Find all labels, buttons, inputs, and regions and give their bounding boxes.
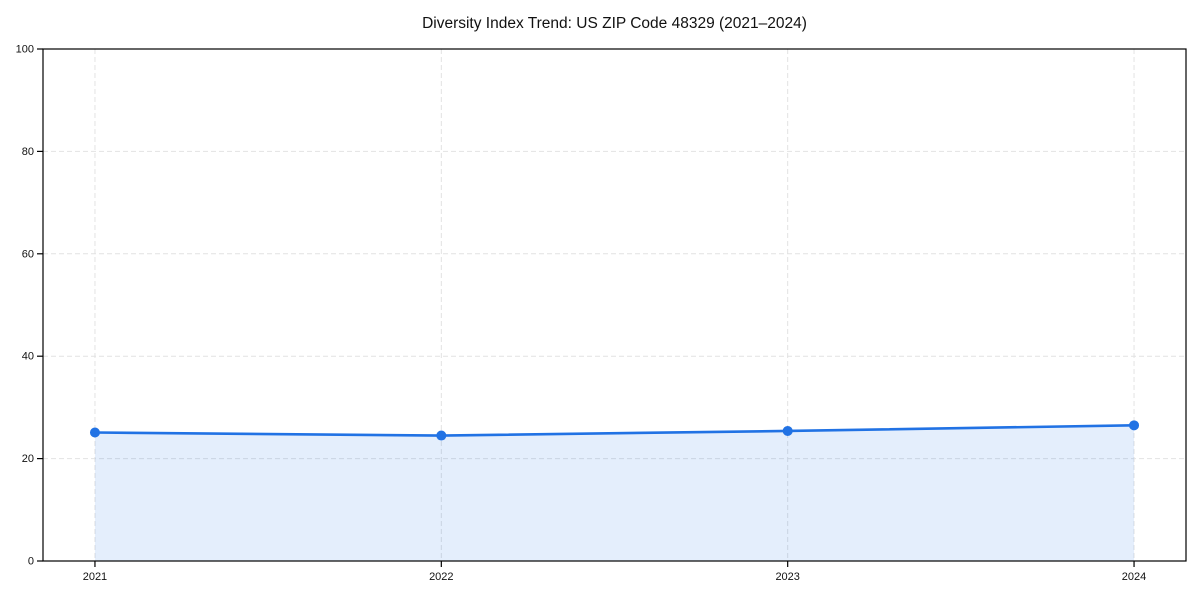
chart-title: Diversity Index Trend: US ZIP Code 48329… [422,15,807,32]
series-layer [89,420,1140,561]
y-tick-label: 20 [22,453,34,465]
data-point-marker [89,427,100,438]
x-tick-label: 2021 [83,571,107,583]
x-tick-label: 2024 [1122,571,1146,583]
data-point-marker [436,430,447,441]
axis-ticks: 0 20 40 60 80 100 2021 2022 2023 2024 [16,44,1147,584]
y-tick-label: 100 [16,44,34,56]
y-tick-label: 60 [22,248,34,260]
gridlines [43,48,1186,562]
y-tick-label: 80 [22,146,34,158]
x-tick-label: 2023 [775,571,799,583]
data-point-marker [1129,420,1140,431]
y-tick-label: 40 [22,351,34,363]
x-tick-label: 2022 [429,571,453,583]
area-fill [94,425,1135,561]
trend-line [93,424,1136,437]
y-tick-label: 0 [28,556,34,568]
plot-border [42,48,1187,562]
data-point-marker [782,425,793,436]
